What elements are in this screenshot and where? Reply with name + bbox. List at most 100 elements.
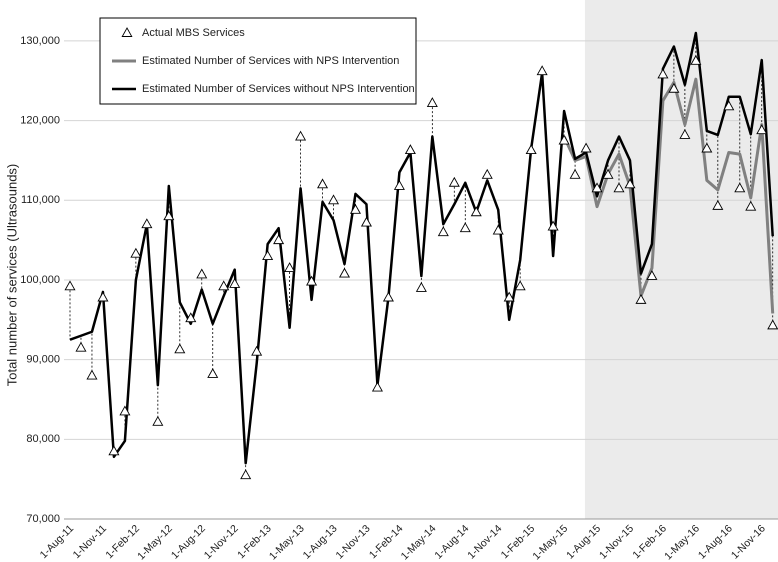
actual-marker (371, 381, 383, 392)
actual-marker (141, 218, 153, 229)
actual-marker (273, 234, 285, 245)
actual-marker (360, 216, 372, 227)
series-line (69, 31, 774, 465)
y-tick-label: 130,000 (20, 35, 60, 47)
actual-marker (624, 178, 636, 189)
actual-marker (317, 178, 329, 189)
x-tick-label: 1-Aug-11 (38, 523, 77, 562)
x-tick-label: 1-Nov-16 (729, 523, 768, 562)
series-line (562, 77, 775, 314)
actual-marker (448, 176, 460, 187)
actual-marker (196, 268, 208, 279)
x-tick-label: 1-May-12 (135, 523, 175, 562)
actual-marker (229, 278, 241, 288)
x-tick-label: 1-Aug-13 (301, 523, 340, 562)
actual-marker (591, 182, 603, 193)
actual-marker (525, 144, 537, 155)
x-tick-label: 1-Nov-13 (334, 523, 373, 562)
actual-marker (613, 182, 625, 193)
actual-marker (767, 319, 778, 330)
actual-marker (240, 469, 252, 480)
actual-marker (470, 206, 482, 217)
actual-marker (393, 180, 405, 190)
legend-label: Estimated Number of Services without NPS… (142, 83, 415, 95)
actual-marker (657, 68, 669, 79)
actual-marker (207, 368, 219, 378)
x-tick-label: 1-Nov-11 (71, 523, 110, 562)
y-axis-title: Total number of services (Ultrasounds) (4, 164, 19, 387)
actual-marker (745, 200, 757, 211)
y-tick-label: 100,000 (20, 274, 60, 286)
actual-marker (569, 168, 581, 179)
y-tick-label: 110,000 (21, 194, 60, 206)
actual-marker (97, 291, 109, 302)
y-tick-label: 70,000 (26, 513, 60, 525)
legend-marker (121, 27, 133, 37)
actual-marker (646, 270, 658, 280)
actual-marker (701, 142, 713, 153)
actual-marker (723, 100, 735, 111)
actual-marker (75, 341, 87, 352)
actual-marker (86, 369, 98, 380)
actual-marker (262, 250, 274, 261)
actual-marker (426, 97, 438, 108)
actual-marker (163, 210, 175, 221)
actual-marker (349, 203, 361, 214)
x-tick-label: 1-May-14 (399, 523, 439, 562)
y-tick-label: 120,000 (20, 115, 60, 127)
actual-marker (64, 280, 76, 291)
legend-box (99, 17, 417, 105)
x-tick-label: 1-Nov-14 (465, 523, 504, 562)
x-tick-label: 1-May-16 (662, 523, 702, 562)
actual-marker (514, 280, 526, 291)
actual-marker (492, 224, 504, 235)
shaded-region (584, 0, 778, 519)
actual-marker (174, 343, 186, 354)
actual-marker (108, 445, 120, 456)
x-tick-label: 1-May-13 (267, 523, 307, 562)
actual-marker (185, 312, 197, 323)
actual-marker (328, 194, 340, 205)
actual-marker (734, 182, 746, 193)
x-tick-label: 1-Aug-14 (432, 523, 471, 562)
x-tick-label: 1-Aug-12 (169, 523, 208, 562)
actual-marker (558, 134, 570, 145)
actual-marker (437, 226, 449, 237)
actual-marker (251, 345, 263, 356)
actual-marker (459, 222, 471, 233)
actual-marker (712, 199, 724, 210)
actual-marker (295, 130, 307, 141)
legend-label: Estimated Number of Services with NPS In… (142, 55, 399, 67)
actual-marker (602, 168, 614, 179)
x-tick-label: 1-Nov-15 (597, 523, 636, 562)
actual-marker (152, 415, 164, 426)
x-tick-label: 1-Aug-16 (696, 523, 735, 562)
x-tick-label: 1-Aug-15 (564, 523, 603, 562)
legend: Actual MBS Services Estimated Number of S… (99, 17, 417, 105)
actual-marker (130, 247, 142, 258)
actual-marker (481, 168, 493, 179)
actual-marker (404, 144, 416, 155)
actual-marker (382, 291, 394, 302)
actual-marker (690, 54, 702, 65)
actual-marker (536, 65, 548, 76)
actual-marker (415, 282, 427, 292)
actual-marker (668, 82, 680, 93)
x-tick-label: 1-Nov-12 (202, 523, 241, 562)
actual-marker (338, 267, 351, 278)
actual-marker (547, 220, 559, 231)
actual-marker (218, 280, 230, 291)
actual-marker (580, 142, 592, 153)
actual-marker (306, 275, 318, 286)
actual-marker (503, 291, 515, 302)
x-tick-label: 1-May-15 (530, 523, 570, 562)
actual-marker (284, 262, 296, 272)
actual-marker (119, 405, 131, 416)
y-tick-label: 90,000 (26, 354, 60, 366)
legend-label: Actual MBS Services (142, 27, 245, 39)
y-tick-label: 80,000 (26, 433, 60, 445)
actual-marker (635, 293, 647, 304)
actual-marker (756, 124, 768, 135)
actual-marker (679, 129, 691, 139)
